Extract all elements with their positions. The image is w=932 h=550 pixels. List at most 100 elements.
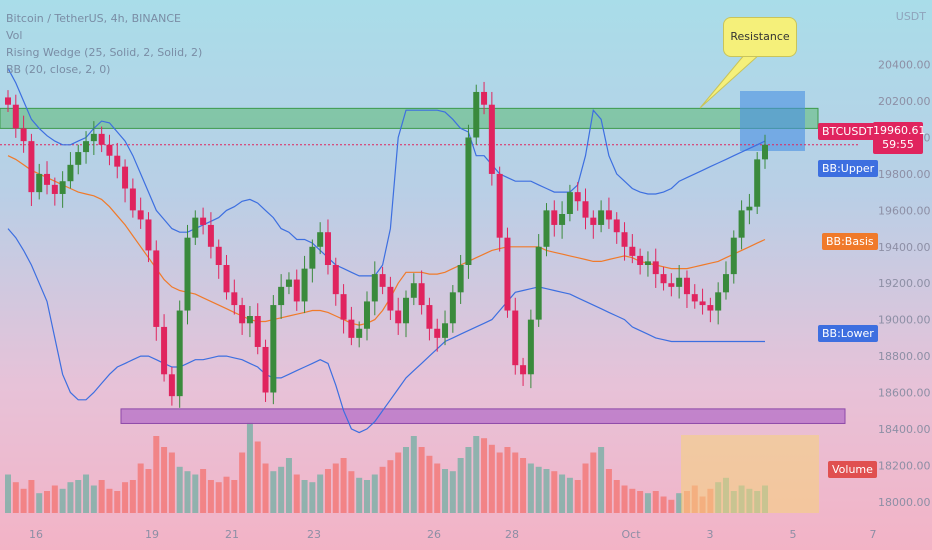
candle-body xyxy=(262,346,269,393)
volume-bar xyxy=(559,474,566,513)
volume-bar xyxy=(660,496,667,513)
y-tick-label: 20200.00 xyxy=(878,95,931,108)
candle-body xyxy=(715,292,722,311)
bb-basis-line xyxy=(7,155,766,326)
candle-body xyxy=(551,210,558,225)
volume-bar xyxy=(278,466,285,513)
legend-symbol[interactable]: Bitcoin / TetherUS, 4h, BINANCE xyxy=(6,12,182,25)
volume-bar xyxy=(67,482,74,513)
volume-bar xyxy=(613,480,620,513)
bb-upper-line xyxy=(7,68,766,277)
volume-bar xyxy=(363,480,370,513)
candle-body xyxy=(36,173,43,193)
candle-body xyxy=(161,326,168,375)
volume-bar xyxy=(301,480,308,513)
candle-body xyxy=(301,268,308,302)
candle-body xyxy=(481,91,488,105)
legend-wedge[interactable]: Rising Wedge (25, Solid, 2, Solid, 2) xyxy=(6,46,203,59)
candle-body xyxy=(67,164,74,182)
countdown: 59:55 xyxy=(882,138,914,151)
candle-body xyxy=(527,319,534,375)
candle-body xyxy=(129,188,136,211)
candle-body xyxy=(332,265,339,295)
legend-bb[interactable]: BB (20, close, 2, 0) xyxy=(6,63,111,76)
volume-bar xyxy=(324,469,331,513)
candle-body xyxy=(285,279,292,287)
x-tick-label: 16 xyxy=(29,528,43,541)
candle-body xyxy=(75,152,82,165)
candle-body xyxy=(504,237,511,311)
candle-body xyxy=(590,217,597,225)
candle-body xyxy=(239,305,246,324)
candle-body xyxy=(363,301,370,329)
x-tick-label: 26 xyxy=(427,528,441,541)
volume-bar xyxy=(605,469,612,513)
volume-bar xyxy=(481,438,488,513)
volume-bar xyxy=(192,474,199,513)
volume-bar xyxy=(410,436,417,513)
candle-body xyxy=(137,210,144,220)
candle-body xyxy=(379,274,386,287)
btcusdt-tag: BTCUSDT xyxy=(818,123,878,140)
y-axis[interactable]: 18000.00 18200.00 18400.00 18600.00 18800.00… xyxy=(878,59,931,509)
volume-bar xyxy=(637,491,644,513)
candle-body xyxy=(12,104,19,129)
volume-bar xyxy=(465,447,472,513)
volume-bar xyxy=(309,482,316,513)
candle-body xyxy=(535,246,542,320)
y-tick-label: 19600.00 xyxy=(878,204,931,217)
candle-body xyxy=(90,133,97,142)
candle-body xyxy=(683,277,690,295)
volume-bar xyxy=(12,482,19,513)
volume-bar xyxy=(371,474,378,513)
candle-body xyxy=(660,274,667,284)
volume-bar xyxy=(90,485,97,513)
legend-volume[interactable]: Vol xyxy=(6,29,23,42)
candle-body xyxy=(59,181,66,194)
candle-body xyxy=(613,219,620,233)
y-tick-label: 18000.00 xyxy=(878,496,931,509)
candle-body xyxy=(387,286,394,311)
volume-bar xyxy=(590,452,597,513)
candle-body xyxy=(652,261,659,275)
candle-body xyxy=(738,210,745,238)
x-axis[interactable]: 16 19 21 23 26 28 Oct 3 5 7 xyxy=(29,528,877,541)
volume-bar xyxy=(145,469,152,513)
x-tick-label: 3 xyxy=(707,528,714,541)
candle-body xyxy=(246,316,253,324)
volume-bar xyxy=(20,488,27,513)
volume-bar xyxy=(246,422,253,513)
volume-bar xyxy=(668,499,675,513)
candle-body xyxy=(598,210,605,225)
candle-body xyxy=(51,184,58,194)
candle-body xyxy=(20,128,27,142)
volume-bar xyxy=(270,471,277,513)
candle-body xyxy=(410,283,417,298)
last-price: 19960.61 xyxy=(873,124,926,137)
volume-tag: Volume xyxy=(828,461,877,478)
y-tick-label: 19800.00 xyxy=(878,168,931,181)
volume-bar xyxy=(254,441,261,513)
candle-body xyxy=(707,305,714,311)
volume-bar xyxy=(5,474,11,513)
candle-body xyxy=(403,297,410,324)
candle-body xyxy=(278,286,285,306)
candle-body xyxy=(317,232,324,247)
volume-bar xyxy=(457,458,464,513)
volume-bar xyxy=(574,480,581,513)
volume-bar xyxy=(535,466,542,513)
volume-bar xyxy=(168,452,175,513)
resistance-callout[interactable]: Resistance xyxy=(723,17,797,57)
candle-body xyxy=(442,323,449,338)
volume-bar xyxy=(51,485,58,513)
candle-body xyxy=(488,104,495,174)
candle-body xyxy=(356,328,363,338)
candle-body xyxy=(434,328,441,338)
volume-highlight-box xyxy=(681,435,819,513)
bb-lower-tag: BB:Lower xyxy=(818,325,878,342)
volume-bar xyxy=(293,474,300,513)
volume-bar xyxy=(262,463,269,513)
volume-bar xyxy=(98,480,105,513)
candle-body xyxy=(215,246,222,265)
